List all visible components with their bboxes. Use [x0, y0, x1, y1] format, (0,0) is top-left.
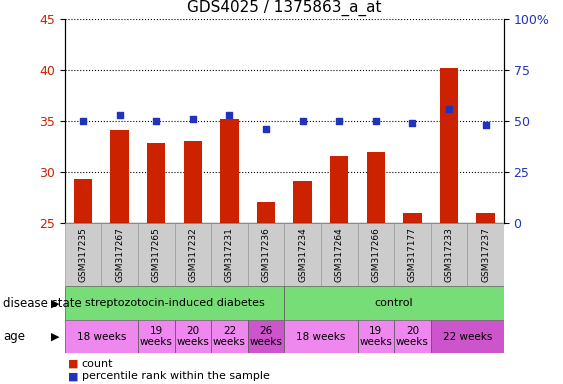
Point — [334, 118, 343, 124]
Text: GSM317237: GSM317237 — [481, 227, 490, 282]
Bar — [74, 179, 92, 223]
Point — [152, 118, 161, 124]
Text: ▶: ▶ — [51, 331, 59, 342]
Text: 20
weeks: 20 weeks — [396, 326, 429, 348]
Text: count: count — [82, 359, 113, 369]
Bar — [211, 223, 248, 286]
Text: 19
weeks: 19 weeks — [359, 326, 392, 348]
Bar — [110, 130, 129, 223]
Point — [225, 112, 234, 118]
Point — [372, 118, 381, 124]
Text: percentile rank within the sample: percentile rank within the sample — [82, 371, 270, 381]
Bar — [65, 286, 284, 320]
Text: 22
weeks: 22 weeks — [213, 326, 246, 348]
Text: streptozotocin-induced diabetes: streptozotocin-induced diabetes — [84, 298, 265, 308]
Bar — [184, 141, 202, 223]
Bar — [403, 213, 422, 223]
Point — [408, 120, 417, 126]
Bar — [65, 223, 101, 286]
Text: ▶: ▶ — [51, 298, 59, 308]
Point — [188, 116, 197, 122]
Bar — [358, 320, 394, 353]
Bar — [293, 181, 312, 223]
Text: age: age — [3, 330, 25, 343]
Text: GSM317177: GSM317177 — [408, 227, 417, 282]
Bar — [321, 223, 358, 286]
Text: GSM317236: GSM317236 — [262, 227, 270, 282]
Point — [481, 122, 490, 128]
Text: ■: ■ — [68, 371, 78, 381]
Text: GSM317265: GSM317265 — [152, 227, 160, 282]
Bar — [440, 68, 458, 223]
Text: control: control — [375, 298, 413, 308]
Text: GSM317233: GSM317233 — [445, 227, 453, 282]
Bar — [65, 320, 138, 353]
Bar — [476, 213, 495, 223]
Text: GSM317231: GSM317231 — [225, 227, 234, 282]
Text: GSM317266: GSM317266 — [372, 227, 380, 282]
Bar — [284, 223, 321, 286]
Point — [79, 118, 88, 124]
Bar — [248, 223, 284, 286]
Bar — [431, 223, 467, 286]
Bar — [101, 223, 138, 286]
Point — [115, 112, 124, 118]
Text: disease state: disease state — [3, 297, 82, 310]
Text: GSM317232: GSM317232 — [189, 227, 197, 282]
Text: 18 weeks: 18 weeks — [296, 331, 346, 342]
Bar — [284, 320, 358, 353]
Bar — [147, 142, 166, 223]
Text: ■: ■ — [68, 359, 78, 369]
Text: 22 weeks: 22 weeks — [443, 331, 492, 342]
Title: GDS4025 / 1375863_a_at: GDS4025 / 1375863_a_at — [187, 0, 382, 17]
Bar — [394, 320, 431, 353]
Point — [261, 126, 270, 132]
Bar — [220, 119, 239, 223]
Bar — [394, 223, 431, 286]
Bar — [431, 320, 504, 353]
Bar — [248, 320, 284, 353]
Text: 26
weeks: 26 weeks — [249, 326, 283, 348]
Bar — [284, 286, 504, 320]
Bar — [211, 320, 248, 353]
Bar — [367, 152, 385, 223]
Bar — [358, 223, 394, 286]
Text: GSM317234: GSM317234 — [298, 227, 307, 282]
Text: 20
weeks: 20 weeks — [176, 326, 209, 348]
Bar — [257, 202, 275, 223]
Text: GSM317235: GSM317235 — [79, 227, 87, 282]
Bar — [138, 223, 175, 286]
Text: 18 weeks: 18 weeks — [77, 331, 126, 342]
Point — [445, 106, 454, 112]
Point — [298, 118, 307, 124]
Bar — [175, 320, 211, 353]
Text: GSM317264: GSM317264 — [335, 227, 343, 282]
Text: 19
weeks: 19 weeks — [140, 326, 173, 348]
Bar — [330, 156, 348, 223]
Text: GSM317267: GSM317267 — [115, 227, 124, 282]
Bar — [175, 223, 211, 286]
Bar — [467, 223, 504, 286]
Bar — [138, 320, 175, 353]
